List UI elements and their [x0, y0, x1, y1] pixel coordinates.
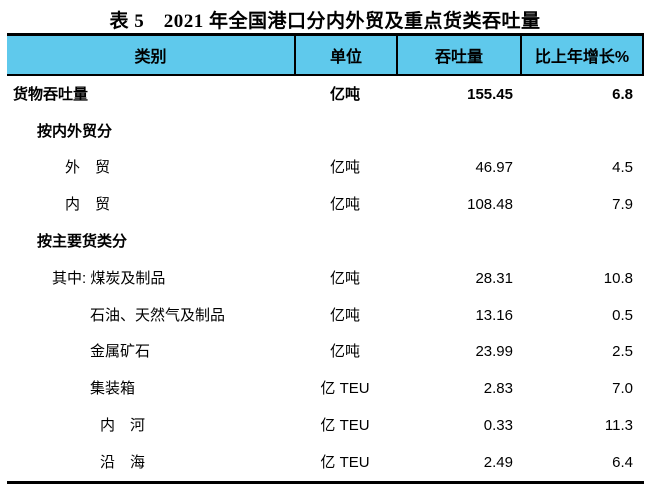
- row-unit: 亿 TEU: [320, 417, 370, 435]
- column-header-unit: 单位: [294, 36, 396, 74]
- row-growth: 0.5: [612, 306, 633, 324]
- row-label: 外 贸: [65, 159, 111, 177]
- row-unit: 亿吨: [329, 159, 360, 177]
- row-unit: 亿 TEU: [320, 380, 370, 398]
- column-header-category: 类别: [134, 49, 167, 66]
- table-row: 按主要货类分: [7, 223, 644, 260]
- row-label: 内 河: [100, 417, 146, 435]
- row-growth: 7.9: [612, 196, 633, 214]
- column-header-throughput: 吞吐量: [396, 36, 520, 74]
- row-growth: 10.8: [603, 269, 633, 287]
- row-value: 155.45: [467, 85, 513, 103]
- row-unit: 亿吨: [329, 343, 360, 361]
- column-header-growth: 比上年增长%: [520, 36, 644, 74]
- row-unit: 亿吨: [329, 269, 360, 287]
- row-growth: 11.3: [604, 417, 633, 435]
- row-unit: 亿吨: [329, 196, 360, 214]
- table-row: 按内外贸分: [7, 113, 644, 150]
- table-row: 内 贸 亿吨 108.48 7.9: [7, 186, 644, 223]
- row-value: 46.97: [475, 159, 513, 177]
- row-value: 2.49: [483, 453, 513, 471]
- table-row: 沿 海 亿 TEU 2.49 6.4: [7, 444, 644, 481]
- row-value: 23.99: [475, 343, 513, 361]
- row-value: 108.48: [467, 196, 513, 214]
- row-label: 按主要货类分: [37, 233, 128, 251]
- row-unit: 亿吨: [329, 85, 360, 103]
- row-growth: 6.8: [612, 85, 633, 103]
- row-label: 内 贸: [65, 196, 111, 214]
- row-growth: 4.5: [612, 159, 633, 177]
- row-label: 按内外贸分: [37, 122, 113, 140]
- row-label: 金属矿石: [90, 343, 151, 361]
- table-row: 内 河 亿 TEU 0.33 11.3: [7, 407, 644, 444]
- row-value: 2.83: [483, 380, 513, 398]
- table-row: 集装箱 亿 TEU 2.83 7.0: [7, 370, 644, 407]
- table-row: 外 贸 亿吨 46.97 4.5: [7, 150, 644, 187]
- table-row: 其中: 煤炭及制品 亿吨 28.31 10.8: [7, 260, 644, 297]
- row-label: 其中: 煤炭及制品: [52, 269, 166, 287]
- row-label: 沿 海: [100, 453, 146, 471]
- row-label: 石油、天然气及制品: [90, 306, 226, 324]
- row-label: 货物吞吐量: [13, 85, 89, 103]
- row-growth: 7.0: [612, 380, 633, 398]
- table-row: 石油、天然气及制品 亿吨 13.16 0.5: [7, 297, 644, 334]
- row-value: 0.33: [483, 417, 513, 435]
- statistics-table: 类别 单位 吞吐量 比上年增长% 货物吞吐量 亿吨 155.45 6.8 按内外…: [7, 33, 644, 484]
- row-growth: 6.4: [612, 453, 633, 471]
- row-value: 28.31: [475, 269, 513, 287]
- table-row: 金属矿石 亿吨 23.99 2.5: [7, 334, 644, 371]
- table-title: 表 5 2021 年全国港口分内外贸及重点货类吞吐量: [109, 11, 541, 32]
- table-header-row: 类别 单位 吞吐量 比上年增长%: [7, 36, 644, 76]
- row-growth: 2.5: [612, 343, 633, 361]
- row-label: 集装箱: [90, 380, 136, 398]
- row-unit: 亿吨: [329, 306, 360, 324]
- row-unit: 亿 TEU: [320, 453, 370, 471]
- row-value: 13.16: [475, 306, 513, 324]
- table-row: 货物吞吐量 亿吨 155.45 6.8: [7, 76, 644, 113]
